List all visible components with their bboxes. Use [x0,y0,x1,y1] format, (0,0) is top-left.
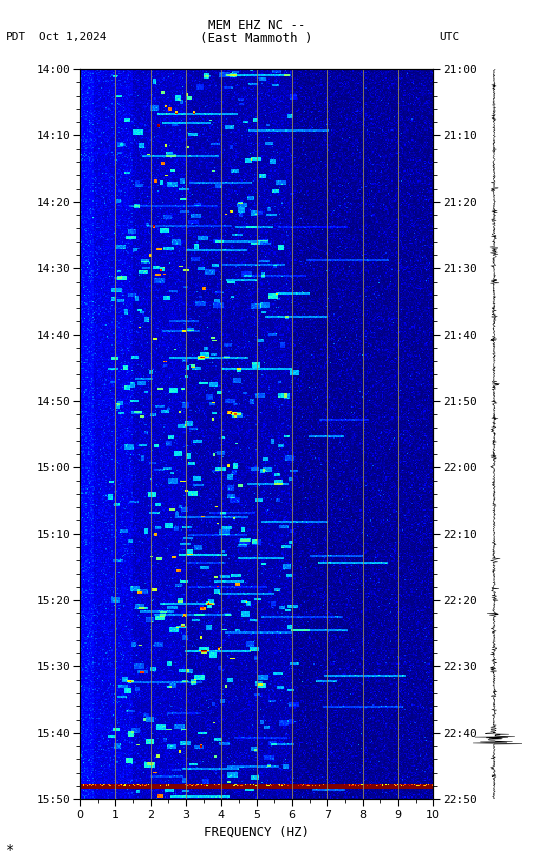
X-axis label: FREQUENCY (HZ): FREQUENCY (HZ) [204,826,309,839]
Text: MEM EHZ NC --: MEM EHZ NC -- [208,19,305,32]
Text: Oct 1,2024: Oct 1,2024 [39,32,106,42]
Text: (East Mammoth ): (East Mammoth ) [200,32,313,45]
Text: *: * [6,842,14,856]
Text: PDT: PDT [6,32,26,42]
Text: UTC: UTC [439,32,459,42]
